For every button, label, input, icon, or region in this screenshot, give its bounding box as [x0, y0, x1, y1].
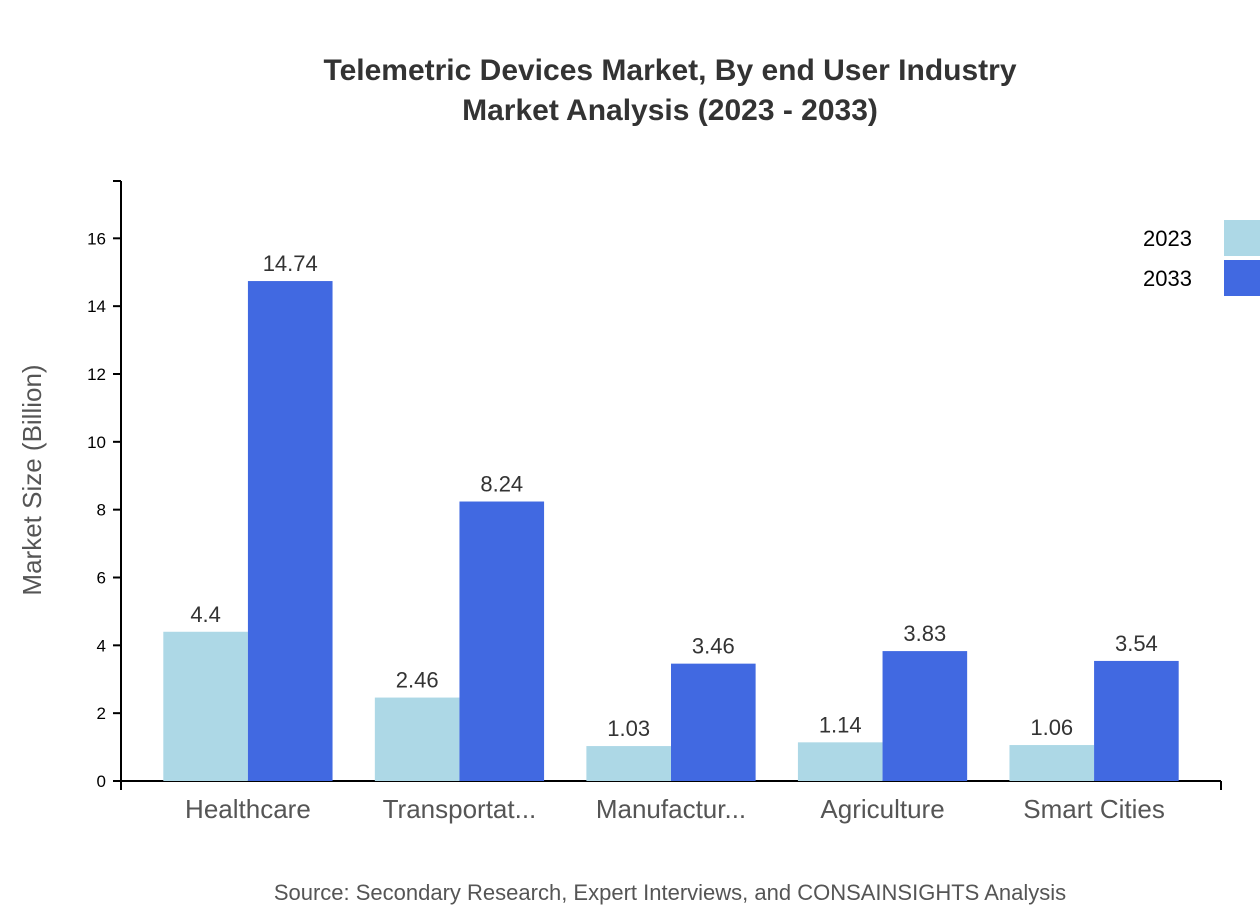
data-label: 1.06 — [1030, 715, 1073, 740]
data-label: 3.83 — [903, 621, 946, 646]
legend-label: 2023 — [1143, 226, 1192, 251]
bar-2023 — [374, 697, 460, 781]
x-tick-label: Transportat... — [383, 794, 537, 824]
data-label: 3.54 — [1115, 631, 1158, 656]
bar-2033 — [247, 281, 333, 781]
data-label: 2.46 — [396, 668, 439, 693]
legend-swatch — [1224, 220, 1260, 256]
bar-2033 — [671, 663, 756, 781]
bar-2023 — [797, 742, 883, 781]
data-label: 8.24 — [480, 472, 523, 497]
y-tick-label: 12 — [87, 365, 106, 384]
legend: 2023 2033 — [1143, 220, 1260, 296]
x-tick-label: Manufactur... — [596, 794, 746, 824]
x-tick-label: Smart Cities — [1023, 794, 1165, 824]
bar-2033 — [459, 501, 545, 781]
y-tick-label: 6 — [97, 568, 106, 587]
bars: 4.4 14.74 2.46 8.24 1.03 3.46 1.14 3.83 1.06 3.54 — [163, 251, 1179, 781]
x-tick-label: Healthcare — [185, 794, 311, 824]
y-tick-label: 10 — [87, 433, 106, 452]
data-label: 1.14 — [819, 712, 862, 737]
x-tick-label: Agriculture — [820, 794, 944, 824]
data-label: 14.74 — [263, 251, 318, 276]
bar-2023 — [163, 631, 248, 781]
chart-title: Telemetric Devices Market, By end User I… — [323, 54, 1016, 87]
y-axis: 0 2 4 6 8 10 12 14 16 — [87, 180, 122, 791]
bar-2033 — [1094, 660, 1179, 781]
legend-label: 2033 — [1143, 266, 1192, 291]
data-label: 4.4 — [190, 602, 221, 627]
x-axis: Healthcare Transportat... Manufactur... Agr… — [120, 780, 1222, 824]
y-axis-label: Market Size (Billion) — [17, 364, 47, 595]
bar-2023 — [1009, 745, 1095, 781]
legend-swatch — [1224, 260, 1260, 296]
y-tick-label: 0 — [97, 772, 106, 791]
data-label: 1.03 — [607, 716, 650, 741]
source-note: Source: Secondary Research, Expert Inter… — [274, 880, 1066, 905]
y-tick-label: 14 — [87, 297, 106, 316]
data-label: 3.46 — [692, 634, 735, 659]
chart-subtitle: Market Analysis (2023 - 2033) — [462, 94, 878, 127]
y-tick-label: 8 — [97, 501, 106, 520]
y-tick-label: 2 — [97, 704, 106, 723]
y-tick-label: 16 — [87, 229, 106, 248]
y-tick-label: 4 — [97, 636, 106, 655]
bar-2033 — [882, 651, 968, 781]
bar-2023 — [586, 746, 671, 781]
